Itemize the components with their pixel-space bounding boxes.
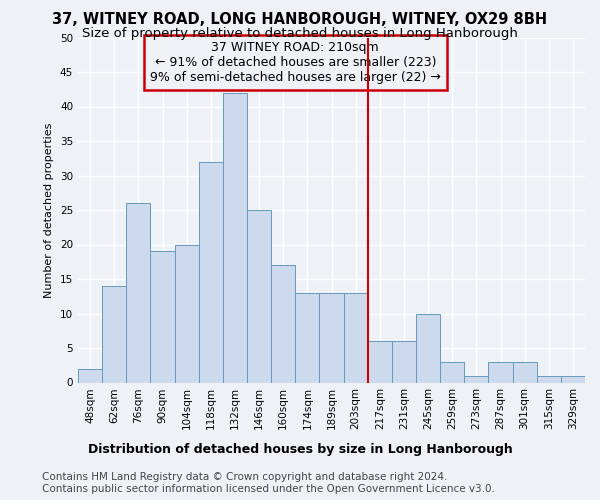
Bar bbox=[488, 362, 512, 382]
Bar bbox=[199, 162, 223, 382]
Bar bbox=[102, 286, 126, 382]
Text: Size of property relative to detached houses in Long Hanborough: Size of property relative to detached ho… bbox=[82, 28, 518, 40]
Text: Contains HM Land Registry data © Crown copyright and database right 2024.
Contai: Contains HM Land Registry data © Crown c… bbox=[42, 472, 495, 494]
Text: 37 WITNEY ROAD: 210sqm
← 91% of detached houses are smaller (223)
9% of semi-det: 37 WITNEY ROAD: 210sqm ← 91% of detached… bbox=[150, 41, 441, 84]
Bar bbox=[247, 210, 271, 382]
Bar bbox=[295, 293, 319, 382]
Bar bbox=[175, 244, 199, 382]
Bar bbox=[512, 362, 537, 382]
Text: 37, WITNEY ROAD, LONG HANBOROUGH, WITNEY, OX29 8BH: 37, WITNEY ROAD, LONG HANBOROUGH, WITNEY… bbox=[52, 12, 548, 28]
Y-axis label: Number of detached properties: Number of detached properties bbox=[44, 122, 55, 298]
Bar bbox=[126, 203, 151, 382]
Bar bbox=[464, 376, 488, 382]
Bar bbox=[416, 314, 440, 382]
Bar bbox=[392, 341, 416, 382]
Bar bbox=[223, 92, 247, 383]
Bar bbox=[537, 376, 561, 382]
Bar bbox=[440, 362, 464, 382]
Bar bbox=[151, 252, 175, 382]
Bar bbox=[368, 341, 392, 382]
Bar bbox=[319, 293, 344, 382]
Bar bbox=[78, 368, 102, 382]
Bar bbox=[271, 265, 295, 382]
Bar bbox=[561, 376, 585, 382]
Text: Distribution of detached houses by size in Long Hanborough: Distribution of detached houses by size … bbox=[88, 442, 512, 456]
Bar bbox=[344, 293, 368, 382]
